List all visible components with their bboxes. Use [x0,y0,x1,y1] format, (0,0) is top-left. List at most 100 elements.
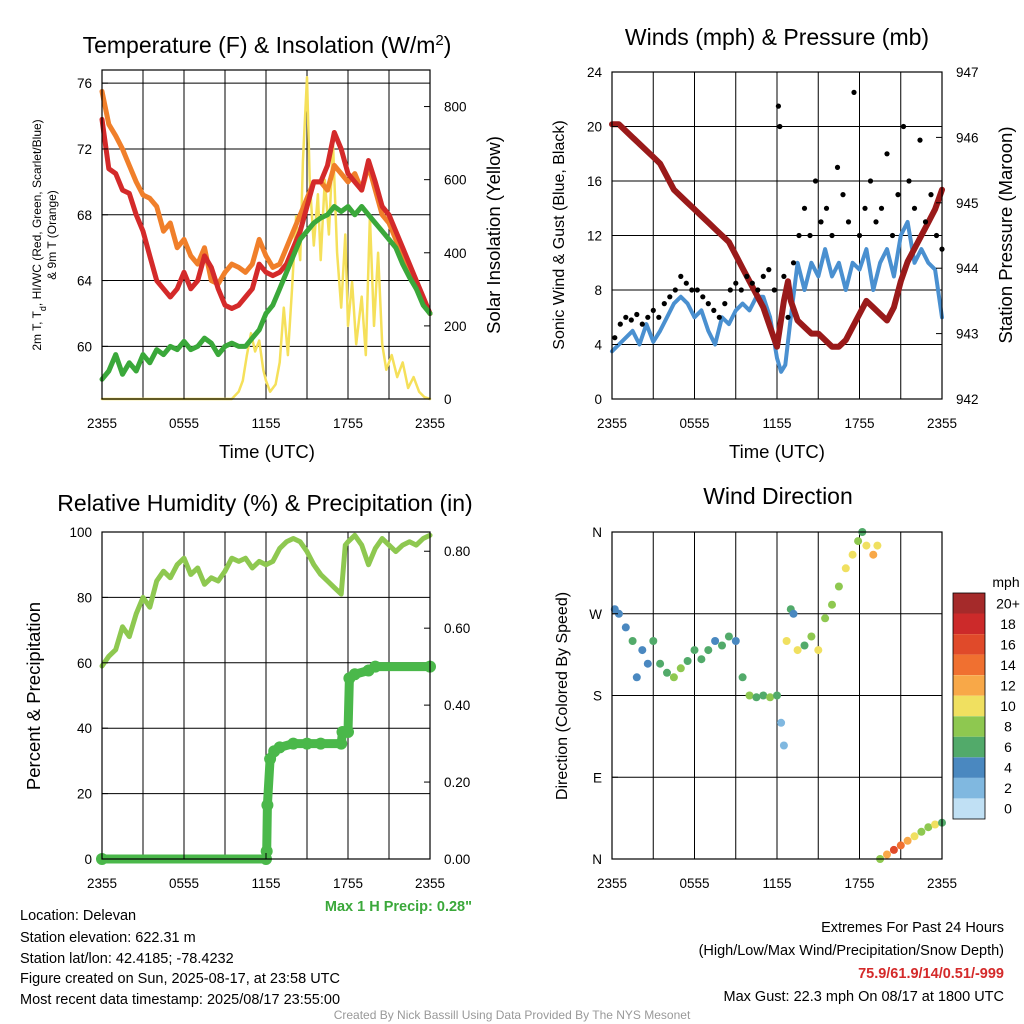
direction-dot [800,641,809,650]
gust-dot [873,219,879,225]
temperature-title: Temperature (F) & Insolation (W/m2) [83,32,452,59]
colorbar-label: 8 [1004,719,1012,735]
gust-dot [749,280,755,286]
gust-dot [683,280,689,286]
gust-dot [716,314,722,320]
gust-dot [766,267,772,273]
gust-dot [727,287,733,293]
gust-dot [812,178,819,184]
footer-recent: Most recent data timestamp: 2025/08/17 2… [20,992,341,1008]
gust-dot [884,151,890,157]
direction-dot [718,641,726,650]
y2-tick-label: 947 [956,65,979,80]
direction-dot [841,564,850,573]
colorbar-swatch [953,675,985,696]
winds-panel: Winds (mph) & Pressure (mb) 2355 0555 1155… [551,24,1016,462]
precip-dot [335,737,348,750]
y2-tick-label: 200 [444,319,467,334]
y-tick-label: 100 [69,525,92,540]
direction-dot [752,693,761,702]
footer-location: Location: Delevan [20,908,137,924]
y-tick-label: N [592,525,602,540]
y-tick-label: 40 [77,721,92,736]
direction-dot [738,673,747,682]
direction-panel: Wind Direction 2355 0555 1155 1755 2355 N E S W N… [554,483,1020,891]
y2-tick-label: 0.60 [444,621,470,636]
x-tick-label: 0555 [679,876,709,891]
y-tick-label: 60 [77,339,92,354]
y-tick-label: 0 [594,392,602,407]
direction-dot [621,623,630,632]
x-tick-label: 2355 [927,416,957,431]
direction-dot [883,850,891,859]
gust-dot [922,219,929,225]
y2-tick-label: 0.40 [444,698,470,713]
direction-ticks: 2355 0555 1155 1755 2355 N E S W N [589,525,957,891]
colorbar-label: 12 [1000,678,1016,694]
y2-tick-label: 945 [956,196,979,211]
direction-dot [896,841,905,850]
colorbar-label: 6 [1004,739,1012,755]
y-tick-label: 68 [77,208,92,223]
precip-dot [260,845,273,858]
gust-dot [733,280,739,286]
direction-ylabel: Direction (Colored By Speed) [554,592,571,800]
gust-dot [933,232,940,239]
direction-dot [862,541,871,550]
gust-dot [851,89,857,95]
direction-dot [704,646,713,655]
y-tick-label: 60 [77,656,92,671]
x-tick-label: 2355 [597,876,627,891]
gust-dot [656,314,662,320]
colorbar-label: 4 [1004,760,1012,776]
direction-dot [854,537,863,546]
gust-dot [722,301,728,307]
gust-dot [801,205,808,211]
precip-dot [273,741,286,754]
precip-dot [314,737,327,750]
x-tick-label: 1155 [762,416,791,431]
humidity-ylabel: Percent & Precipitation [23,602,44,790]
gust-dot [911,205,918,211]
temperature-xlabel: Time (UTC) [219,441,315,462]
colorbar-label: 16 [1000,636,1016,652]
gust-dot [867,178,874,184]
humidity-panel: Relative Humidity (%) & Precipitation (i… [23,490,473,915]
gust-dot [628,317,634,323]
gust-dot [705,301,711,307]
gust-dot [895,192,901,198]
direction-dot [793,646,802,655]
direction-dot [869,550,878,559]
gust-dot [790,260,797,266]
colorbar-swatch [953,716,985,737]
humidity-series [96,532,436,865]
winds-ylabel-left: Sonic Wind & Gust (Blue, Black) [551,120,568,349]
gust-dot [889,232,896,239]
gust-dot [781,273,787,279]
footer-created: Figure created on Sun, 2025-08-17, at 23… [20,971,340,987]
winds-ticks: 2355 0555 1155 1755 2355 0 4 8 12 16 20 24 942 943 944… [587,65,979,431]
x-tick-label: 2355 [597,416,627,431]
y-tick-label: W [589,607,602,622]
gust-dot [906,178,912,184]
gust-dot [661,301,667,307]
gust-dot [834,164,841,170]
direction-dot [759,691,768,700]
x-tick-label: 2355 [87,416,117,431]
precip-dot [369,660,382,673]
precip-dot [342,726,354,738]
series-2m-td-line [99,204,433,382]
x-tick-label: 2355 [927,876,957,891]
y-tick-label: 20 [587,120,602,135]
gust-dot [700,294,706,300]
gust-dot [777,123,783,130]
direction-dot [643,659,652,668]
gust-dot [771,287,777,293]
gust-dot [862,205,868,211]
x-tick-label: 0555 [679,416,709,431]
x-tick-label: 2355 [415,416,445,431]
y2-tick-label: 942 [956,392,979,407]
gust-dot [639,321,645,327]
x-tick-label: 1755 [844,416,874,431]
gust-dot [645,314,651,320]
